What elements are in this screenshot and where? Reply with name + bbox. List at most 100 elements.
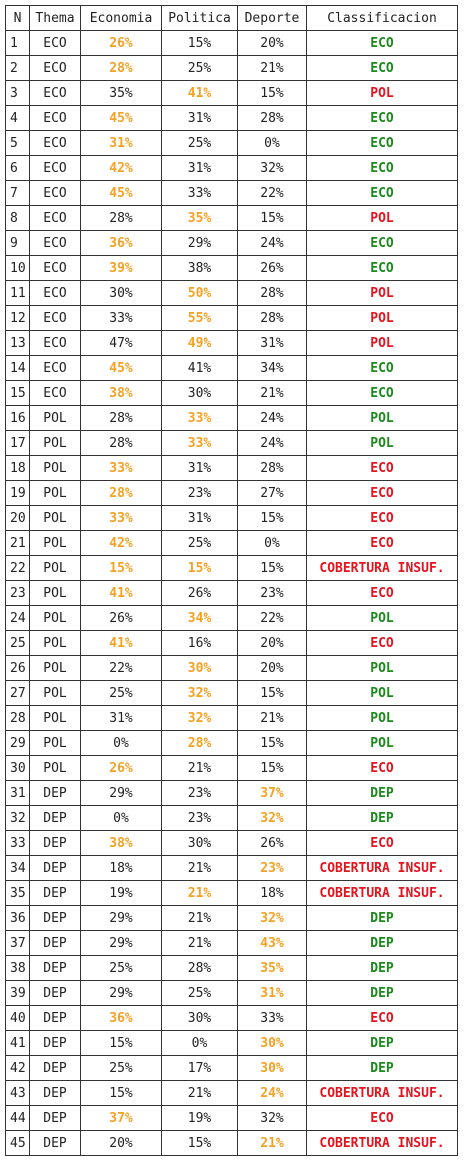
- cell-deporte: 15%: [237, 555, 307, 581]
- cell-deporte: 21%: [237, 55, 307, 81]
- cell-classificacion: ECO: [306, 755, 458, 781]
- cell-politica: 16%: [161, 630, 238, 656]
- table-row: 18 POL 33% 31% 28% ECO: [5, 455, 458, 481]
- cell-economia: 42%: [80, 530, 162, 556]
- table-row: 24 POL 26% 34% 22% POL: [5, 605, 458, 631]
- cell-classificacion: ECO: [306, 455, 458, 481]
- cell-politica: 25%: [161, 55, 238, 81]
- cell-n: 41: [5, 1030, 30, 1056]
- cell-economia: 20%: [80, 1130, 162, 1156]
- cell-politica: 30%: [161, 380, 238, 406]
- table-row: 26 POL 22% 30% 20% POL: [5, 655, 458, 681]
- table-row: 38 DEP 25% 28% 35% DEP: [5, 955, 458, 981]
- cell-n: 19: [5, 480, 30, 506]
- cell-politica: 23%: [161, 805, 238, 831]
- table-row: 31 DEP 29% 23% 37% DEP: [5, 780, 458, 806]
- cell-economia: 30%: [80, 280, 162, 306]
- cell-economia: 29%: [80, 905, 162, 931]
- cell-classificacion: COBERTURA INSUF.: [306, 855, 458, 881]
- cell-n: 26: [5, 655, 30, 681]
- cell-thema: POL: [29, 405, 81, 431]
- cell-politica: 30%: [161, 1005, 238, 1031]
- cell-n: 6: [5, 155, 30, 181]
- cell-n: 11: [5, 280, 30, 306]
- cell-n: 8: [5, 205, 30, 231]
- cell-thema: ECO: [29, 155, 81, 181]
- cell-economia: 15%: [80, 1030, 162, 1056]
- cell-economia: 28%: [80, 480, 162, 506]
- cell-n: 33: [5, 830, 30, 856]
- cell-economia: 47%: [80, 330, 162, 356]
- cell-politica: 21%: [161, 1080, 238, 1106]
- cell-politica: 30%: [161, 655, 238, 681]
- cell-deporte: 15%: [237, 680, 307, 706]
- cell-thema: POL: [29, 555, 81, 581]
- cell-thema: ECO: [29, 380, 81, 406]
- cell-deporte: 28%: [237, 305, 307, 331]
- cell-n: 14: [5, 355, 30, 381]
- cell-classificacion: POL: [306, 705, 458, 731]
- header-politica: Politica: [161, 5, 238, 31]
- cell-economia: 28%: [80, 405, 162, 431]
- cell-economia: 31%: [80, 705, 162, 731]
- table-row: 22 POL 15% 15% 15% COBERTURA INSUF.: [5, 555, 458, 581]
- table-row: 40 DEP 36% 30% 33% ECO: [5, 1005, 458, 1031]
- cell-deporte: 18%: [237, 880, 307, 906]
- table-row: 20 POL 33% 31% 15% ECO: [5, 505, 458, 531]
- cell-n: 15: [5, 380, 30, 406]
- cell-thema: ECO: [29, 255, 81, 281]
- cell-deporte: 24%: [237, 405, 307, 431]
- cell-n: 30: [5, 755, 30, 781]
- cell-classificacion: POL: [306, 655, 458, 681]
- cell-classificacion: POL: [306, 605, 458, 631]
- cell-classificacion: POL: [306, 205, 458, 231]
- cell-classificacion: DEP: [306, 780, 458, 806]
- table-row: 4 ECO 45% 31% 28% ECO: [5, 105, 458, 131]
- cell-deporte: 30%: [237, 1055, 307, 1081]
- cell-deporte: 34%: [237, 355, 307, 381]
- cell-n: 21: [5, 530, 30, 556]
- table-row: 43 DEP 15% 21% 24% COBERTURA INSUF.: [5, 1080, 458, 1106]
- cell-classificacion: ECO: [306, 130, 458, 156]
- cell-deporte: 30%: [237, 1030, 307, 1056]
- cell-deporte: 27%: [237, 480, 307, 506]
- cell-classificacion: ECO: [306, 505, 458, 531]
- table-row: 35 DEP 19% 21% 18% COBERTURA INSUF.: [5, 880, 458, 906]
- cell-n: 36: [5, 905, 30, 931]
- table-row: 30 POL 26% 21% 15% ECO: [5, 755, 458, 781]
- cell-politica: 25%: [161, 530, 238, 556]
- cell-politica: 19%: [161, 1105, 238, 1131]
- cell-deporte: 32%: [237, 805, 307, 831]
- table-row: 17 POL 28% 33% 24% POL: [5, 430, 458, 456]
- cell-economia: 26%: [80, 605, 162, 631]
- cell-classificacion: POL: [306, 305, 458, 331]
- cell-classificacion: ECO: [306, 480, 458, 506]
- cell-economia: 35%: [80, 80, 162, 106]
- cell-thema: DEP: [29, 930, 81, 956]
- cell-economia: 36%: [80, 1005, 162, 1031]
- cell-deporte: 26%: [237, 830, 307, 856]
- cell-deporte: 20%: [237, 30, 307, 56]
- cell-classificacion: ECO: [306, 630, 458, 656]
- cell-economia: 42%: [80, 155, 162, 181]
- cell-thema: DEP: [29, 1130, 81, 1156]
- cell-economia: 0%: [80, 805, 162, 831]
- cell-politica: 33%: [161, 180, 238, 206]
- cell-n: 29: [5, 730, 30, 756]
- cell-deporte: 21%: [237, 380, 307, 406]
- cell-classificacion: POL: [306, 680, 458, 706]
- table-row: 33 DEP 38% 30% 26% ECO: [5, 830, 458, 856]
- cell-politica: 32%: [161, 705, 238, 731]
- cell-classificacion: DEP: [306, 1030, 458, 1056]
- cell-economia: 29%: [80, 930, 162, 956]
- cell-politica: 21%: [161, 880, 238, 906]
- cell-n: 24: [5, 605, 30, 631]
- cell-economia: 28%: [80, 205, 162, 231]
- cell-deporte: 31%: [237, 330, 307, 356]
- cell-economia: 28%: [80, 430, 162, 456]
- table-row: 12 ECO 33% 55% 28% POL: [5, 305, 458, 331]
- cell-politica: 55%: [161, 305, 238, 331]
- cell-thema: ECO: [29, 130, 81, 156]
- table-row: 45 DEP 20% 15% 21% COBERTURA INSUF.: [5, 1130, 458, 1156]
- cell-thema: POL: [29, 530, 81, 556]
